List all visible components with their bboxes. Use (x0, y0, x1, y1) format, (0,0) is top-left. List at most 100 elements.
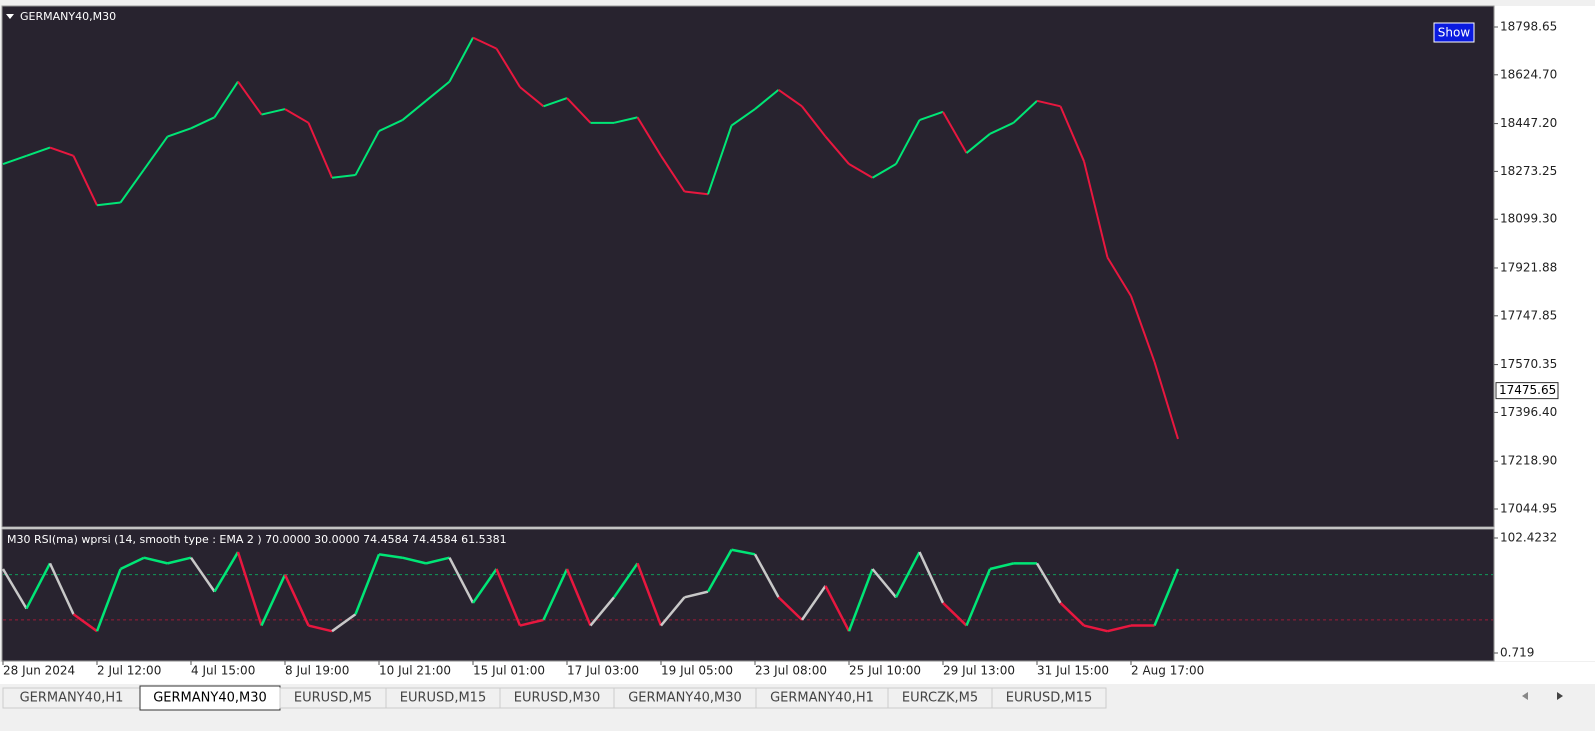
rsi-segment (331, 613, 357, 633)
rsi-segment (471, 568, 498, 604)
rsi-segment (1, 568, 28, 610)
price-segment (331, 174, 356, 179)
tab-scroll-left[interactable] (1522, 692, 1528, 700)
y-tick-label: 18798.65 (1500, 19, 1557, 33)
price-segment (1106, 256, 1132, 297)
rsi-segment (1107, 624, 1132, 633)
tab-label[interactable]: EURUSD,M5 (294, 691, 372, 706)
price-segment (1012, 100, 1038, 124)
y-tick-label: 18624.70 (1500, 67, 1557, 81)
rsi-segment (824, 585, 851, 632)
rsi-segment (684, 590, 709, 599)
x-tick-label: 8 Jul 19:00 (285, 664, 349, 678)
show-button[interactable] (1433, 22, 1475, 43)
y-tick-label: 17570.35 (1500, 357, 1557, 371)
price-segment (660, 155, 686, 193)
tab-label[interactable]: GERMANY40,M30 (153, 691, 267, 706)
y-tick-label: 17218.90 (1500, 454, 1557, 468)
tab-scroll-right[interactable] (1557, 692, 1563, 700)
current-price-box (1495, 382, 1559, 400)
rsi-segment (660, 596, 686, 627)
x-tick-label: 10 Jul 21:00 (379, 664, 451, 678)
price-segment (167, 127, 192, 138)
rsi-segment (95, 568, 122, 632)
collapse-arrow[interactable] (6, 14, 14, 19)
rsi-segment (706, 549, 733, 593)
y-tick-label: 18273.25 (1500, 164, 1557, 178)
price-segment (684, 190, 709, 196)
price-segment (1130, 295, 1156, 363)
tab-label[interactable]: GERMANY40,H1 (770, 691, 874, 706)
rsi-segment (283, 574, 310, 627)
price-segment (2, 154, 27, 165)
rsi-segment (1035, 562, 1062, 604)
rsi-segment (189, 556, 216, 593)
rsi-segment (72, 613, 98, 633)
rsi-segment (519, 618, 544, 627)
tab-label[interactable]: EURUSD,M15 (1006, 691, 1092, 706)
current-price-label: 17475.65 (1499, 383, 1556, 397)
tab[interactable] (139, 685, 281, 711)
rsi-segment (1083, 624, 1108, 633)
price-segment (49, 146, 74, 157)
rsi-segment (565, 568, 592, 627)
rsi-segment (589, 596, 615, 627)
x-tick-label: 28 Jun 2024 (3, 664, 75, 678)
price-segment (895, 119, 921, 165)
x-tick-label: 23 Jul 08:00 (755, 664, 827, 678)
price-segment (824, 135, 850, 165)
tab-label[interactable]: EURCZK,M5 (902, 691, 978, 706)
rsi-segment (777, 596, 803, 621)
y-tick-label: 17747.85 (1500, 308, 1557, 322)
price-segment (543, 97, 568, 108)
price-segment (237, 81, 263, 116)
price-segment (472, 36, 497, 50)
price-segment (566, 97, 592, 124)
price-segment (1083, 161, 1109, 258)
price-segment (777, 89, 803, 108)
y-tick-label: 17396.40 (1500, 405, 1557, 419)
price-segment (448, 37, 474, 83)
x-tick-label: 17 Jul 03:00 (567, 664, 639, 678)
rsi-segment (378, 553, 403, 559)
x-tick-label: 15 Jul 01:00 (473, 664, 545, 678)
tab-label[interactable]: EURUSD,M15 (400, 691, 486, 706)
x-tick-label: 25 Jul 10:00 (849, 664, 921, 678)
rsi-segment (636, 562, 663, 626)
rsi-segment (260, 574, 287, 627)
x-tick-label: 4 Jul 15:00 (191, 664, 255, 678)
show-button-label[interactable]: Show (1438, 26, 1471, 40)
tab-label[interactable]: GERMANY40,H1 (20, 691, 124, 706)
price-segment (190, 116, 215, 130)
price-segment (730, 108, 756, 127)
price-segment (1059, 105, 1085, 162)
tab-label[interactable]: EURUSD,M30 (514, 691, 600, 706)
y-tick-label: 18099.30 (1500, 212, 1557, 226)
price-segment (707, 125, 733, 195)
rsi-segment (119, 556, 145, 571)
rsi-segment (425, 556, 450, 565)
rsi-segment (800, 585, 827, 621)
window-title: GERMANY40,M30 (20, 10, 116, 23)
rsi-segment (495, 568, 522, 627)
rsi-segment (965, 568, 992, 627)
price-segment (96, 201, 121, 207)
rsi-segment (871, 568, 897, 599)
price-segment (425, 80, 451, 102)
y-tick-label: 102.4232 (1500, 531, 1557, 545)
price-segment (848, 163, 874, 179)
x-tick-label: 2 Jul 12:00 (97, 664, 161, 678)
rsi-segment (1153, 568, 1180, 627)
price-segment (519, 86, 545, 108)
y-tick-label: 17044.95 (1500, 502, 1557, 516)
price-segment (871, 163, 897, 179)
price-segment (72, 155, 98, 206)
price-segment (613, 116, 638, 124)
price-segment (284, 108, 310, 124)
rsi-segment (918, 551, 945, 604)
y-tick-label: 17921.88 (1500, 260, 1557, 274)
tab[interactable] (991, 687, 1107, 709)
rsi-segment (612, 562, 639, 598)
tab-label[interactable]: GERMANY40,M30 (628, 691, 742, 706)
price-panel (1, 5, 1495, 528)
